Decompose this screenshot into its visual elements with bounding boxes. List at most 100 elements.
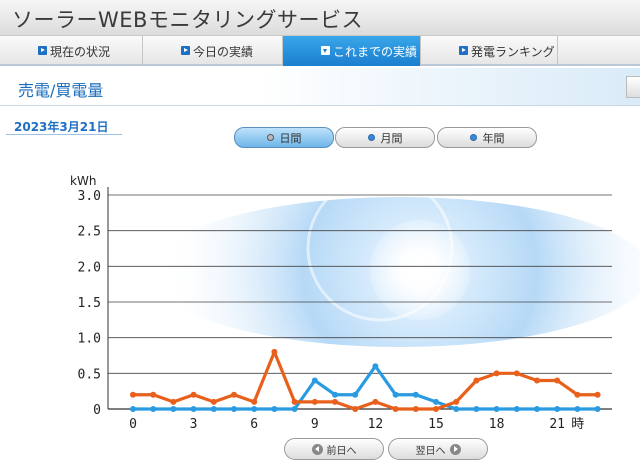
play-icon [459,46,468,55]
data-point [534,377,540,384]
app-header: ソーラーWEBモニタリングサービス [0,0,640,36]
monthly-button[interactable]: 月間 [335,127,435,148]
data-point [352,391,359,398]
data-point [231,391,237,398]
data-point [372,398,379,405]
y-tick-label: 0.5 [78,367,101,382]
radio-icon [367,134,375,141]
data-point [231,406,237,412]
data-point [412,391,419,398]
data-point [130,391,136,398]
radio-icon [469,134,477,141]
data-point [554,406,561,412]
app-title: ソーラーWEBモニタリングサービス [12,8,363,32]
data-point [210,406,217,412]
date-label: 2023年3月21日 [14,120,109,134]
data-point [594,406,601,412]
data-point [453,406,460,412]
data-point [433,406,439,412]
data-point [473,406,480,412]
data-point [594,391,601,398]
x-tick-label: 12 [368,417,384,432]
data-point [392,406,399,412]
data-point [271,406,278,412]
y-axis-label: kWh [70,174,96,188]
data-point [291,406,298,412]
y-tick-label: 1.5 [78,296,101,311]
main-nav: 現在の状況 今日の実績 これまでの実績 発電ランキング [0,36,640,66]
nav-label: 現在の状況 [50,44,111,59]
series-line [133,364,598,411]
y-tick-label: 1.0 [78,332,101,347]
daily-label: 日間 [279,131,302,145]
next-day-label: 翌日へ [415,445,446,457]
data-point [190,406,197,412]
data-point [473,377,480,384]
data-point [534,406,540,412]
data-point [412,406,419,412]
series-line [133,350,598,411]
data-point [332,398,338,405]
x-tick-label: 21 [549,417,565,432]
data-point [271,348,278,355]
data-point [513,370,520,377]
nav-current-status[interactable]: 現在の状況 [0,36,143,66]
data-point [433,398,439,405]
nav-past-results[interactable]: これまでの実績 [283,36,421,66]
data-point [372,363,379,370]
nav-ranking[interactable]: 発電ランキング [421,36,558,66]
data-point [392,391,399,398]
x-tick-label: 3 [190,417,198,432]
data-point [170,406,177,412]
data-point [332,391,338,398]
data-point [574,391,581,398]
data-point [554,377,561,384]
data-point [311,398,318,405]
data-point [130,406,136,412]
data-point [493,370,500,377]
data-point [251,398,258,405]
next-day-button[interactable]: 翌日へ [388,438,488,460]
arrow-right-icon [449,443,461,455]
prev-day-label: 前日へ [326,445,357,457]
play-icon [181,46,190,55]
data-point [170,398,177,405]
data-point [150,406,157,412]
data-point [453,398,460,405]
data-point [210,398,217,405]
yearly-label: 年間 [482,131,505,145]
y-tick-label: 0 [93,403,101,418]
nav-label: これまでの実績 [333,44,418,59]
section-header: 売電/買電量 [0,68,640,106]
data-point [150,391,157,398]
dropdown-icon [321,46,330,55]
data-point [311,377,318,384]
x-tick-label: 6 [250,417,258,432]
x-axis-suffix: 時 [571,417,584,432]
x-tick-label: 18 [489,417,505,432]
data-point [352,406,359,412]
data-point [493,406,500,412]
y-tick-label: 2.5 [78,225,101,240]
daily-button[interactable]: 日間 [234,127,334,148]
section-title: 売電/買電量 [18,81,104,100]
prev-day-button[interactable]: 前日へ [284,438,384,460]
nav-label: 今日の実績 [193,44,254,59]
arrow-left-icon [311,443,323,455]
x-tick-label: 0 [129,417,137,432]
side-tab-button[interactable] [626,76,640,98]
date-underline [6,134,122,135]
nav-label: 発電ランキング [471,44,555,59]
nav-today-results[interactable]: 今日の実績 [143,36,283,66]
data-point [574,406,581,412]
data-point [291,398,298,405]
y-tick-label: 3.0 [78,189,101,204]
radio-icon [266,134,274,141]
data-point [251,406,258,412]
data-point [190,391,197,398]
y-tick-label: 2.0 [78,260,101,275]
play-icon [38,46,47,55]
chart-background [150,174,640,347]
yearly-button[interactable]: 年間 [437,127,537,148]
